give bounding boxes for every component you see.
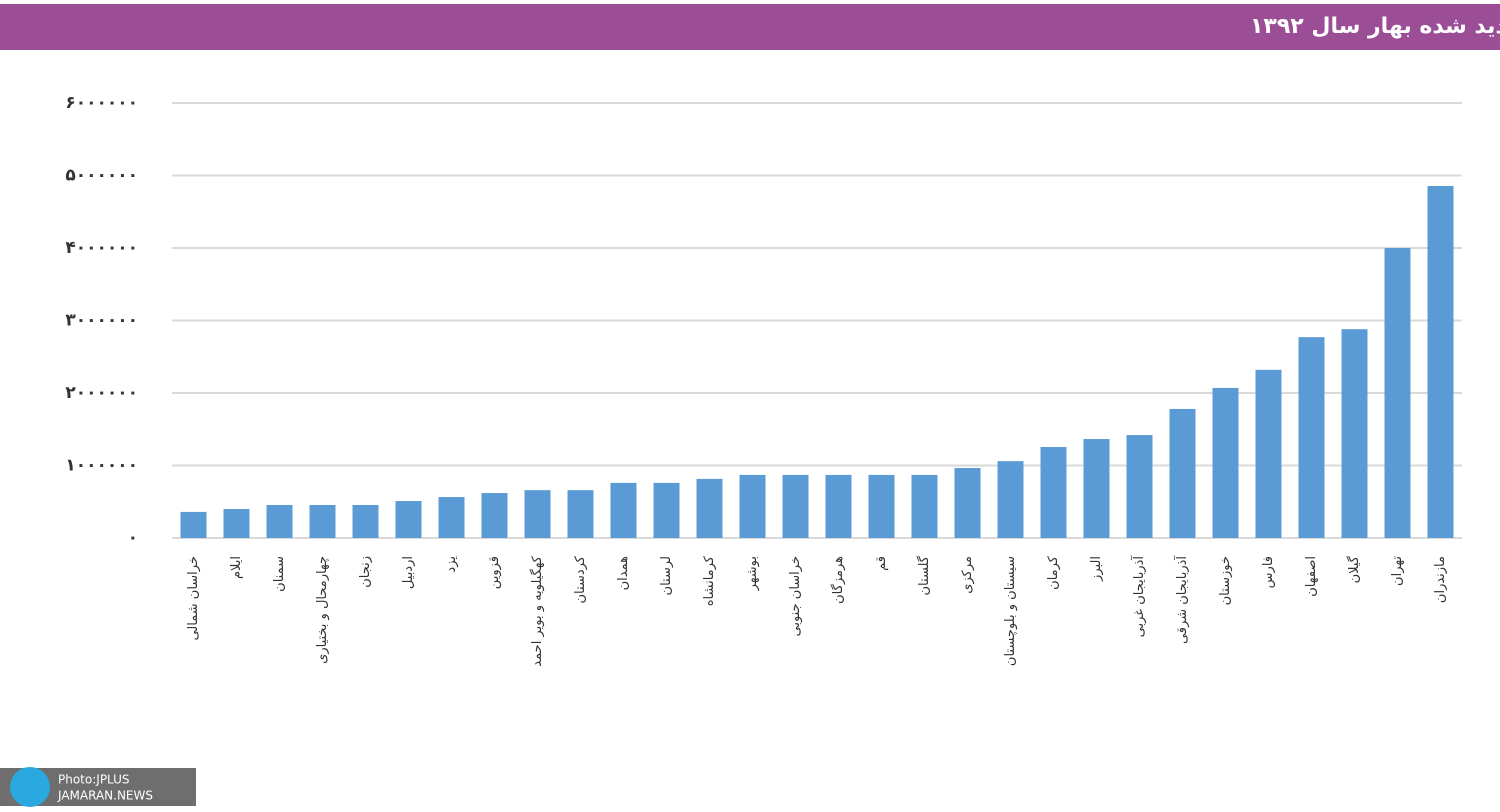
- bar: [1126, 435, 1153, 538]
- chart-title: نمودار ۴. تعداد نفر شب اقامت سفرهای انجا…: [1250, 14, 1500, 39]
- bar: [524, 490, 551, 538]
- x-tick-label: سیستان و بلوچستان: [1003, 556, 1018, 666]
- x-tick-label: تهران: [1390, 556, 1405, 586]
- x-tick-label: مازندران: [1433, 556, 1448, 603]
- x-tick-label: اصفهان: [1304, 556, 1319, 597]
- x-tick-label: آذربایجان غربی: [1130, 555, 1147, 638]
- x-tick-label: کردستان: [573, 555, 588, 603]
- x-tick-label: چهارمحال و بختیاری: [315, 556, 330, 664]
- y-tick-label: ۱۰۰۰۰۰۰: [65, 456, 138, 476]
- x-tick-label: فارس: [1261, 556, 1276, 588]
- y-tick-label: ۵۰۰۰۰۰۰: [65, 166, 138, 186]
- bar: [1255, 369, 1282, 538]
- bar: [266, 505, 293, 538]
- x-tick-label: گیلان: [1346, 555, 1362, 583]
- bar: [481, 493, 508, 538]
- x-tick-label: همدان: [616, 556, 631, 590]
- x-tick-label: خراسان شمالی: [186, 556, 201, 641]
- bar: [1169, 408, 1196, 538]
- x-tick-label: قزوین: [487, 556, 502, 589]
- x-tick-label: هرمزگان: [830, 556, 846, 604]
- x-tick-label: مرکزی: [960, 556, 975, 594]
- bar: [1040, 447, 1067, 538]
- bar: [352, 505, 379, 538]
- bar: [438, 497, 465, 538]
- bar: [825, 474, 852, 538]
- watermark-text: Photo:JPLUS: [58, 773, 130, 787]
- bar: [180, 511, 207, 538]
- watermark: Photo:JPLUS JAMARAN.NEWS: [0, 767, 196, 807]
- bar: [610, 482, 637, 538]
- bar: [954, 468, 981, 538]
- y-tick-label: ۲۰۰۰۰۰۰: [65, 383, 138, 403]
- bar: [868, 474, 895, 538]
- watermark-logo: [10, 767, 50, 807]
- x-tick-label: اردبیل: [401, 556, 416, 589]
- bar: [739, 474, 766, 538]
- y-tick-label: ۶۰۰۰۰۰۰: [65, 93, 138, 113]
- x-tick-label: البرز: [1089, 556, 1104, 582]
- x-tick-label: زنجان: [358, 556, 373, 588]
- bar: [653, 482, 680, 538]
- bar: [1427, 186, 1454, 538]
- bar: [911, 474, 938, 538]
- x-tick-label: لرستان: [659, 556, 674, 595]
- bar: [223, 509, 250, 538]
- bar: [309, 505, 336, 538]
- bar: [1212, 387, 1239, 538]
- y-tick-label: ۰: [128, 528, 138, 548]
- bar: [395, 501, 422, 538]
- title-bar: [0, 4, 1500, 50]
- bar: [782, 474, 809, 538]
- x-tick-label: خوزستان: [1218, 556, 1233, 605]
- x-tick-label: خراسان جنوبی: [788, 556, 803, 636]
- x-tick-label: بوشهر: [745, 556, 760, 591]
- x-tick-label: ایلام: [229, 556, 244, 579]
- bar: [997, 461, 1024, 538]
- y-tick-label: ۴۰۰۰۰۰۰: [65, 238, 138, 258]
- bar: [1298, 337, 1325, 538]
- x-tick-label: آذربایجان شرقی: [1173, 555, 1190, 644]
- bar: [1384, 248, 1411, 538]
- bar: [696, 478, 723, 538]
- x-tick-label: کرمانشاه: [702, 555, 717, 606]
- x-tick-label: کهگیلویه و بویر احمد: [529, 555, 545, 666]
- x-tick-label: قم: [874, 556, 889, 571]
- x-tick-label: سمنان: [272, 556, 287, 592]
- watermark-text: JAMARAN.NEWS: [57, 789, 153, 803]
- x-tick-label: گلستان: [916, 555, 932, 595]
- x-tick-label: یزد: [444, 556, 459, 573]
- bar: [567, 490, 594, 538]
- y-tick-label: ۳۰۰۰۰۰۰: [65, 311, 138, 331]
- bar: [1341, 329, 1368, 538]
- bar: [1083, 439, 1110, 538]
- x-tick-label: کرمان: [1046, 555, 1061, 590]
